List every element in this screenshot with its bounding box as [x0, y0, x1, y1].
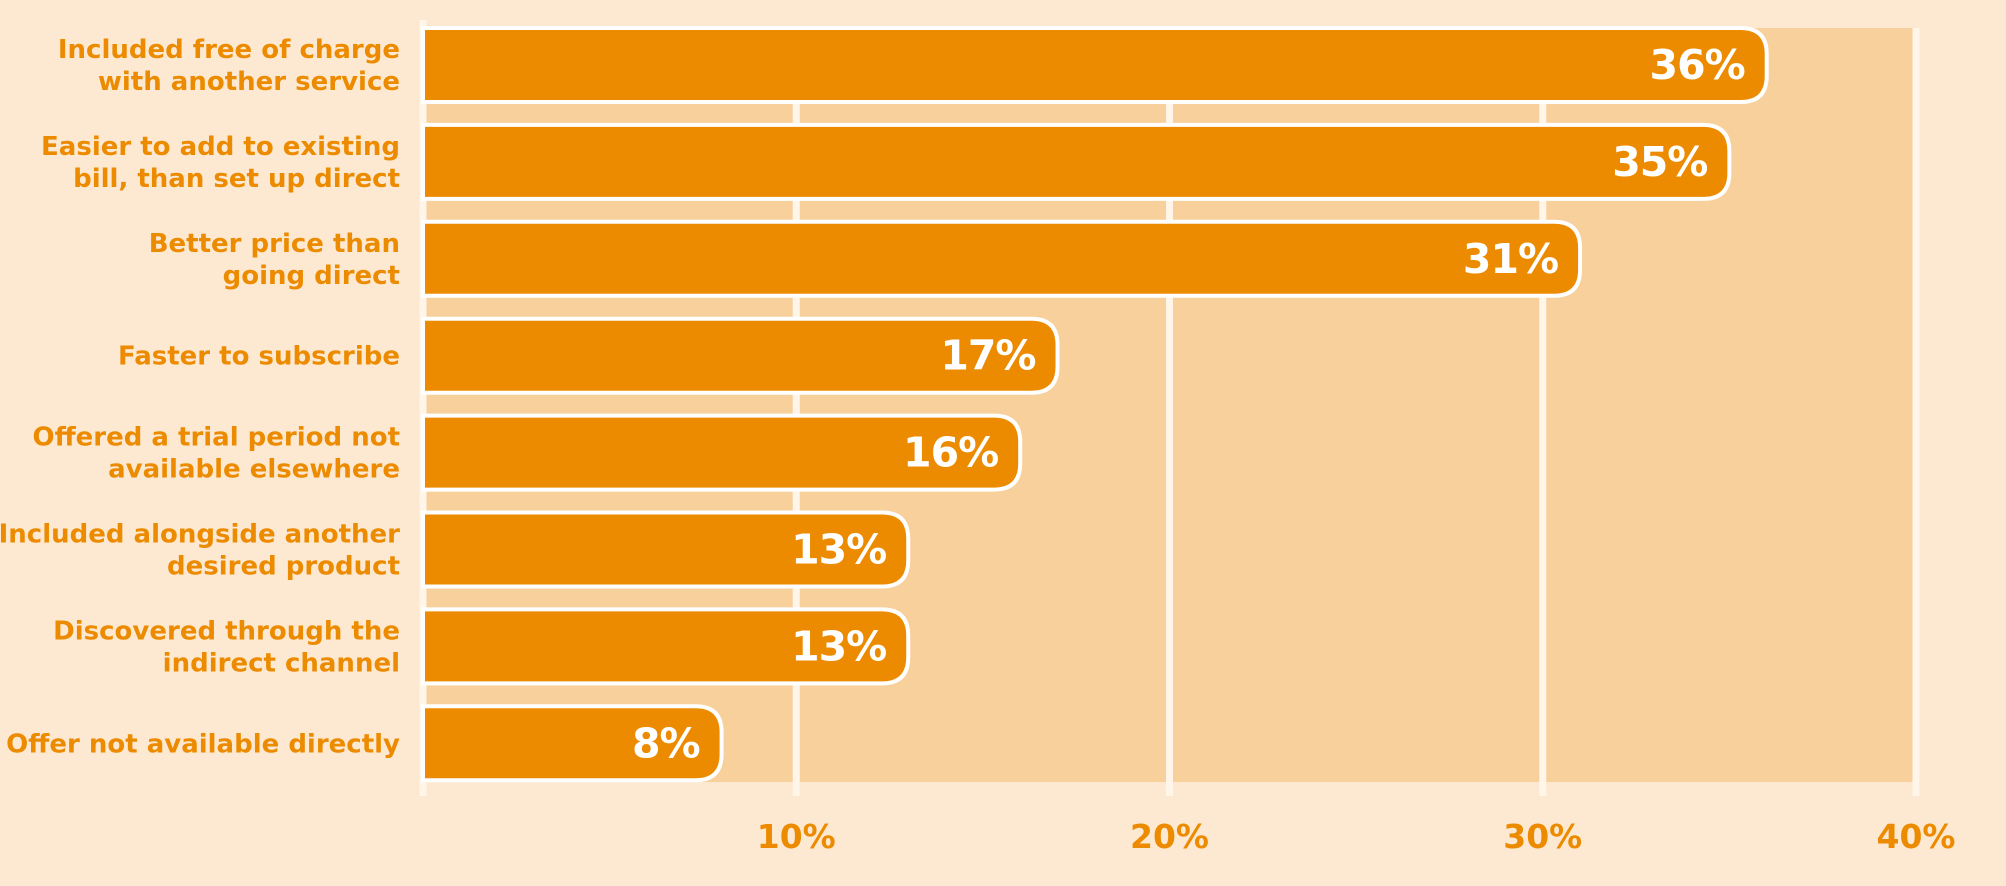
category-label-2: Easier to add to existing bill, than set …	[41, 132, 400, 194]
value-label-1: 36%	[1650, 41, 1745, 89]
category-label-1: Included free of charge with another serv…	[58, 35, 400, 97]
value-label-5: 16%	[903, 429, 998, 477]
category-label-8: Offer not available directly	[6, 729, 400, 759]
value-label-4: 17%	[940, 332, 1035, 380]
bar-2	[421, 122, 1732, 201]
x-axis-ticks: 10% 20% 30% 40%	[757, 817, 1956, 856]
category-label-5: Offered a trial period not available else…	[33, 423, 401, 485]
value-label-7: 13%	[791, 622, 886, 670]
bars: 36% 35% 31% 17% 16% 13% 13% 8%	[421, 26, 1769, 783]
x-tick-label-3: 30%	[1503, 817, 1582, 856]
bar-1	[421, 26, 1769, 104]
bar-3	[421, 219, 1583, 298]
bar-7	[421, 607, 911, 686]
category-label-4: Faster to subscribe	[118, 342, 400, 372]
x-tick-label-1: 10%	[757, 817, 836, 856]
bar-4	[421, 316, 1060, 395]
category-label-6: Included alongside another desired produc…	[0, 520, 400, 582]
category-label-7: Discovered through the indirect channel	[53, 616, 400, 678]
category-label-3: Better price than going direct	[149, 229, 400, 291]
bar-5	[421, 413, 1023, 492]
value-label-2: 35%	[1612, 138, 1707, 186]
x-tick-label-2: 20%	[1130, 817, 1209, 856]
value-label-3: 31%	[1463, 235, 1558, 283]
value-label-6: 13%	[791, 526, 886, 574]
value-label-8: 8%	[632, 719, 700, 767]
category-labels: Included free of charge with another serv…	[0, 35, 400, 759]
x-tick-label-4: 40%	[1877, 817, 1956, 856]
bar-8	[421, 704, 724, 783]
bar-6	[421, 510, 911, 589]
